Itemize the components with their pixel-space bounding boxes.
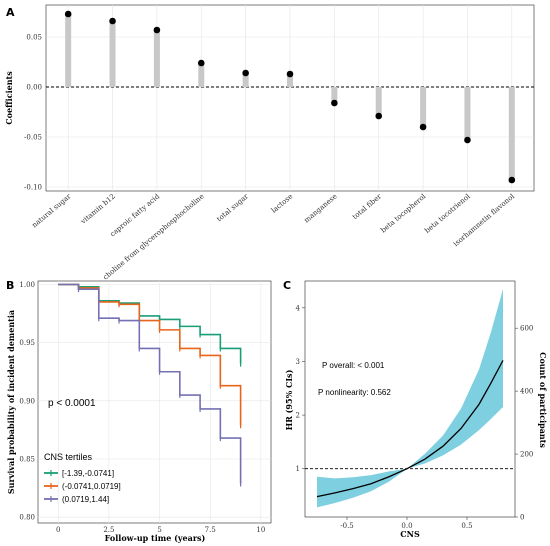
panel-a-stem <box>153 30 160 87</box>
panel-a-x-tick: choline from glycerophosphocholine <box>102 192 206 281</box>
panel-b-legend-label: (0.0719,1.44] <box>62 495 109 504</box>
panel-b-curve-3 <box>58 283 242 484</box>
panel-a-x-tick: beta tocotrienol <box>423 192 472 235</box>
panel-b-x-tick: 5 <box>157 526 161 534</box>
panel-c-letter: C <box>283 279 291 292</box>
panel-b-x-title: Follow-up time (years) <box>105 533 206 543</box>
panel-c-ci-band <box>317 289 503 508</box>
panel-a-y-tick: -0.05 <box>24 134 42 142</box>
panel-a-stem <box>375 87 382 116</box>
panel-b-x-tick: 7.5 <box>205 526 216 534</box>
panel-c-y2-ticks: 0 200 400 600 <box>515 325 533 522</box>
panel-a-x-tick: total sugar <box>215 192 250 223</box>
panel-a-point <box>242 69 249 77</box>
panel-a-stem <box>109 21 116 87</box>
panel-b-curves <box>58 283 242 487</box>
panel-b-y-tick: 0.80 <box>19 514 35 522</box>
panel-b-y-tick: 0.90 <box>19 397 35 405</box>
panel-a: A 0.05 0.00 -0.05 -0.10 natural sugar vitami… <box>4 4 535 282</box>
panel-c-hr-line <box>316 360 504 498</box>
panel-c-y2-tick: 200 <box>520 451 533 459</box>
panel-a-marks <box>64 10 516 184</box>
panel-b-legend-title: CNS tertiles <box>44 452 93 462</box>
panel-a-stem <box>198 63 205 87</box>
panel-a-point <box>197 59 205 67</box>
panel-c-x-tick: 0.5 <box>461 522 472 530</box>
panel-a-y-tick: 0.05 <box>26 34 42 42</box>
panel-a-point <box>508 176 516 184</box>
panel-a-x-tick: natural sugar <box>30 192 72 229</box>
panel-a-point <box>419 123 427 131</box>
panel-b-letter: B <box>6 279 14 292</box>
panel-a-point <box>375 112 383 120</box>
panel-b: B 1.00 0.95 0.90 0.85 0.80 0 2.5 5 7.5 10 p < 0.… <box>6 279 272 543</box>
panel-a-y-ticks: 0.05 0.00 -0.05 -0.10 <box>24 34 42 192</box>
panel-a-y-tick: 0.00 <box>26 84 42 92</box>
panel-c-y-tick: 4 <box>296 304 301 312</box>
panel-a-x-tick: lactose <box>270 192 294 214</box>
panel-c-y-tick: 2 <box>296 412 300 420</box>
panel-c-y2-title: Count of participants <box>538 352 548 448</box>
panel-a-point <box>109 17 116 25</box>
panel-a-point <box>64 10 72 18</box>
panel-b-x-tick: 0 <box>56 526 60 534</box>
panel-a-stem <box>65 14 72 87</box>
panel-c-hr-line <box>316 360 504 498</box>
panel-c-x-tick: 0.0 <box>401 522 412 530</box>
panel-c-y2-tick: 400 <box>520 388 533 396</box>
panel-c-y2-tick: 600 <box>520 325 533 333</box>
panel-b-legend-label: [-1.39,-0.0741] <box>62 469 114 478</box>
panel-a-x-tick: vitamin b12 <box>79 192 117 226</box>
panel-c-y-ticks: 1 2 3 4 <box>296 304 305 473</box>
panel-b-x-ticks: 0 2.5 5 7.5 10 <box>56 526 265 534</box>
panel-a-letter: A <box>6 6 15 19</box>
panel-b-y-tick: 0.95 <box>19 339 35 347</box>
panel-c-ci-band <box>317 289 503 508</box>
panel-b-legend: [-1.39,-0.0741] (-0.0741,0.0719] (0.0719,1… <box>44 469 121 504</box>
panel-a-stem <box>331 87 338 103</box>
panel-a-point <box>464 136 471 144</box>
panel-a-x-tick: beta tocopherol <box>379 192 428 235</box>
panel-a-stem <box>508 87 515 180</box>
panel-c-p-nonlinearity: P nonlinearity: 0.562 <box>318 388 391 397</box>
panel-a-x-tick: total fiber <box>351 192 384 221</box>
panel-c-y2-tick: 0 <box>520 514 524 522</box>
panel-a-y-tick: -0.10 <box>24 184 42 192</box>
panel-a-stem <box>287 74 293 87</box>
panel-c-x-ticks: -0.5 0.0 0.5 <box>340 517 473 530</box>
panel-c-y-tick: 1 <box>296 465 300 473</box>
panel-a-point <box>153 26 161 34</box>
panel-b-curve-2 <box>58 283 242 426</box>
panel-c-y-title: HR (95% CIs) <box>284 369 294 430</box>
panel-a-stem <box>242 73 249 87</box>
panel-b-pvalue: p < 0.0001 <box>48 398 96 409</box>
panel-b-legend-label: (-0.0741,0.0719] <box>62 482 121 491</box>
panel-a-stem <box>420 87 427 127</box>
panel-c-p-overall: P overall: < 0.001 <box>322 361 385 370</box>
panel-b-y-ticks: 1.00 0.95 0.90 0.85 0.80 <box>19 281 35 522</box>
panel-b-y-title: Survival probability of incident dementi… <box>6 310 16 494</box>
panel-a-x-tick: manganese <box>303 192 339 224</box>
panel-a-point <box>331 99 338 107</box>
panel-c-x-title: CNS <box>400 529 420 539</box>
panel-b-y-tick: 0.85 <box>19 456 35 464</box>
panel-a-stem <box>464 87 471 140</box>
panel-b-x-tick: 10 <box>256 526 265 534</box>
panel-c-x-tick: -0.5 <box>340 522 354 530</box>
panel-a-y-title: Coefficients <box>4 71 14 125</box>
panel-a-point <box>286 70 294 78</box>
panel-b-curve-1 <box>58 283 242 364</box>
panel-b-x-tick: 2.5 <box>103 526 114 534</box>
panel-c: C 1 2 3 4 0 200 400 600 -0.5 0.0 0.5 P overall: … <box>283 279 548 539</box>
panel-c-y-tick: 3 <box>296 358 300 366</box>
panel-b-y-tick: 1.00 <box>19 281 35 289</box>
